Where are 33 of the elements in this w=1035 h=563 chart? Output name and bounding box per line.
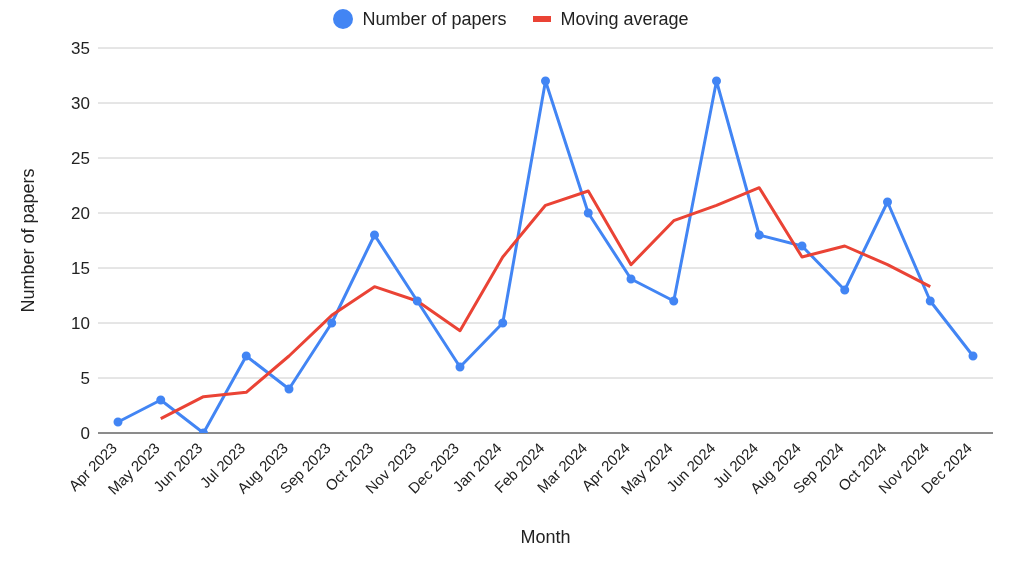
- point: [113, 417, 123, 427]
- y-tick-label: 10: [71, 314, 90, 334]
- point: [797, 241, 807, 251]
- y-tick-label: 30: [71, 94, 90, 114]
- y-tick-label: 25: [71, 149, 90, 169]
- y-axis-title: Number of papers: [18, 168, 39, 313]
- point: [498, 318, 508, 328]
- point: [754, 230, 764, 240]
- point: [669, 296, 679, 306]
- point: [327, 318, 337, 328]
- point: [626, 274, 636, 284]
- point: [412, 296, 422, 306]
- point: [370, 230, 379, 240]
- point: [883, 197, 892, 207]
- point: [541, 76, 550, 86]
- y-tick-label: 35: [71, 39, 90, 59]
- y-tick-label: 15: [71, 259, 90, 279]
- point: [712, 76, 721, 86]
- line-series: [159, 186, 932, 421]
- legend-label: Moving average: [559, 8, 689, 30]
- point: [156, 395, 166, 405]
- y-tick-label: 20: [71, 204, 90, 224]
- point: [840, 285, 850, 295]
- legend-label: Number of papers: [361, 8, 507, 30]
- point: [455, 362, 465, 372]
- x-axis-title: Month: [520, 527, 571, 547]
- point: [583, 208, 593, 218]
- y-tick-label: 0: [80, 424, 90, 444]
- point: [925, 296, 935, 306]
- y-tick-label: 5: [80, 369, 90, 389]
- point: [284, 384, 294, 394]
- point: [968, 351, 978, 361]
- point: [241, 351, 251, 361]
